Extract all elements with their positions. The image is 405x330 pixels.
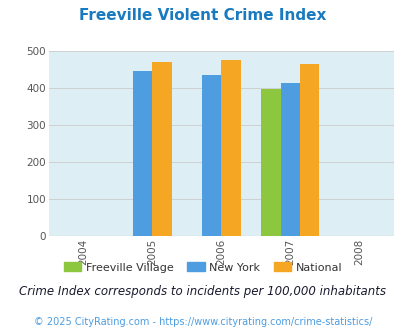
Text: © 2025 CityRating.com - https://www.cityrating.com/crime-statistics/: © 2025 CityRating.com - https://www.city… [34,317,371,327]
Bar [221,60,240,236]
Text: Crime Index corresponds to incidents per 100,000 inhabitants: Crime Index corresponds to incidents per… [19,285,386,298]
Bar [152,62,171,236]
Bar [201,75,221,236]
Bar [132,72,152,236]
Bar [299,64,318,236]
Legend: Freeville Village, New York, National: Freeville Village, New York, National [59,258,346,277]
Text: Freeville Violent Crime Index: Freeville Violent Crime Index [79,8,326,23]
Bar [261,89,280,236]
Bar [280,82,299,236]
